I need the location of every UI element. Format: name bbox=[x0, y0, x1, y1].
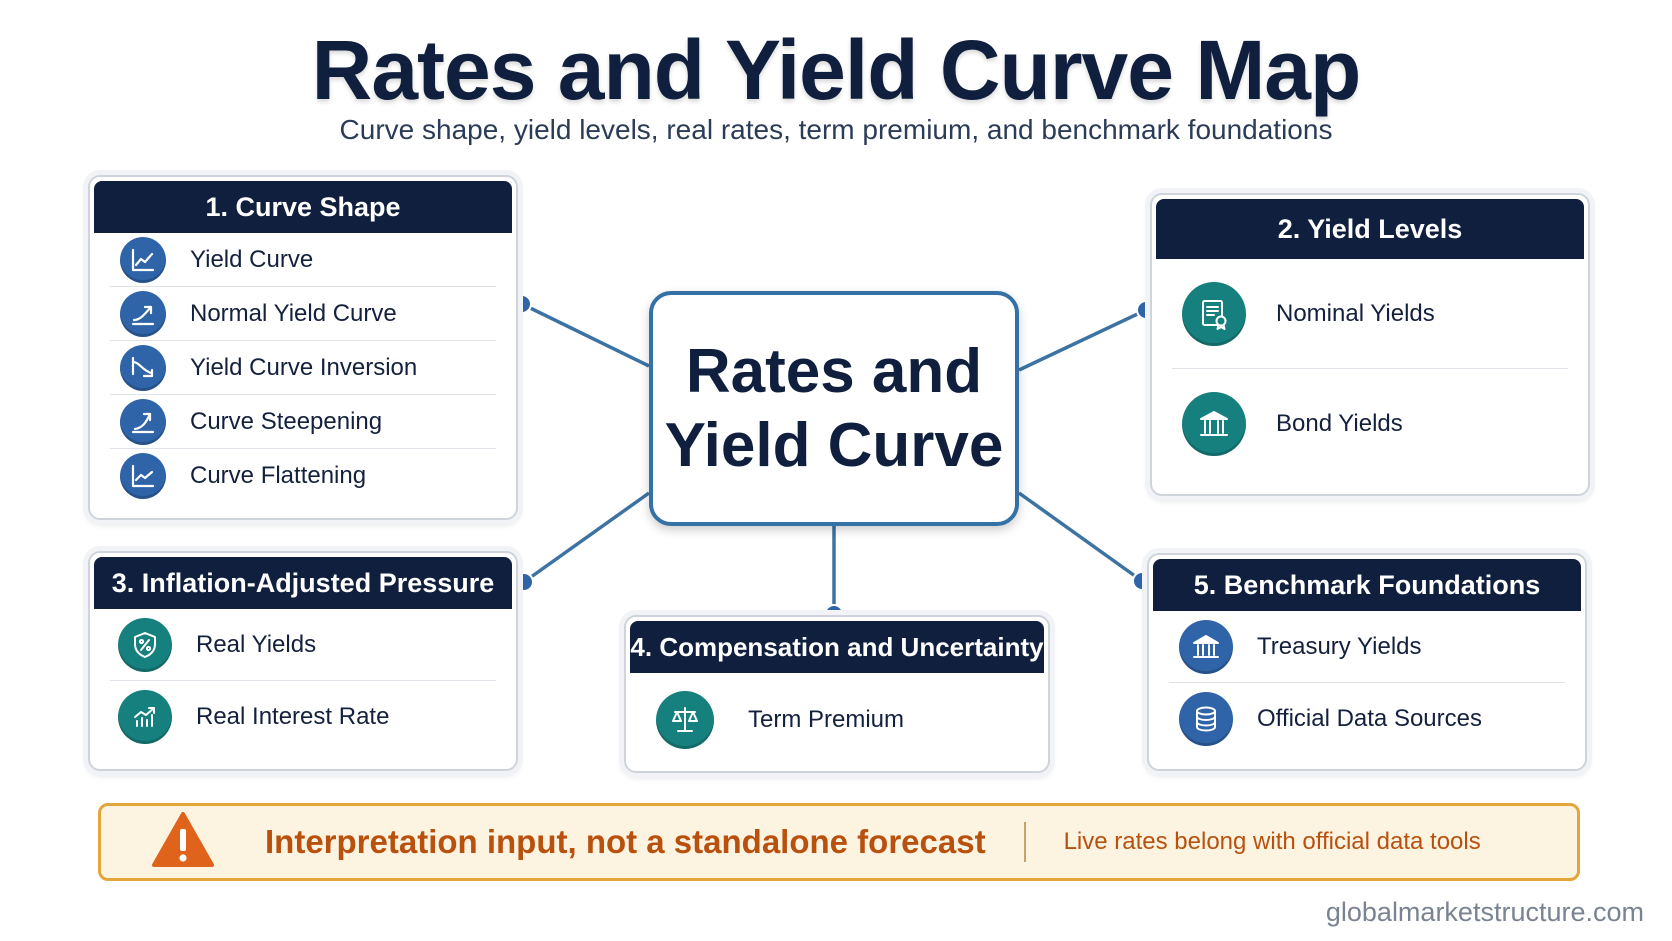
list-item-curve-steepening[interactable]: Curve Steepening bbox=[110, 395, 496, 449]
list-item-normal-yield-curve[interactable]: Normal Yield Curve bbox=[110, 287, 496, 341]
footer-website: globalmarketstructure.com bbox=[1325, 897, 1644, 927]
panel-curve-shape: 1. Curve Shape Yield Curve Normal Yield … bbox=[88, 175, 518, 520]
panel-benchmark-foundations: 5. Benchmark Foundations Treasury Yields… bbox=[1147, 553, 1587, 771]
scales-icon bbox=[656, 691, 714, 749]
page-subtitle: Curve shape, yield levels, real rates, t… bbox=[339, 114, 1333, 145]
certificate-icon bbox=[1182, 281, 1246, 346]
panel-title: 4. Compensation and Uncertainty bbox=[630, 621, 1044, 673]
central-topic-line-2: Yield Curve bbox=[664, 410, 1004, 480]
bank-icon bbox=[1182, 392, 1246, 456]
disclaimer-main-text: Interpretation input, not a standalone f… bbox=[265, 823, 986, 860]
list-item-real-yields[interactable]: Real Yields bbox=[110, 609, 496, 681]
central-topic-line-1: Rates and bbox=[685, 336, 983, 406]
bar-growth-icon bbox=[118, 690, 172, 744]
percent-shield-icon bbox=[118, 617, 172, 672]
list-item-yield-curve-inversion[interactable]: Yield Curve Inversion bbox=[110, 341, 496, 395]
panel-title: 3. Inflation-Adjusted Pressure bbox=[94, 557, 512, 609]
warning-icon bbox=[151, 811, 215, 874]
page-title: Rates and Yield Curve Map bbox=[311, 23, 1362, 117]
panel-title: 1. Curve Shape bbox=[94, 181, 512, 233]
database-icon bbox=[1179, 692, 1233, 746]
central-topic: Rates and Yield Curve bbox=[649, 291, 1019, 526]
disclaimer-banner: Interpretation input, not a standalone f… bbox=[98, 803, 1580, 881]
disclaimer-side-text: Live rates belong with official data too… bbox=[1063, 828, 1481, 855]
list-item-real-interest-rate[interactable]: Real Interest Rate bbox=[110, 681, 496, 753]
panel-compensation-and-uncertainty: 4. Compensation and Uncertainty Term Pre… bbox=[624, 615, 1050, 773]
list-item-curve-flattening[interactable]: Curve Flattening bbox=[110, 449, 496, 503]
panel-inflation-adjusted-pressure: 3. Inflation-Adjusted Pressure Real Yiel… bbox=[88, 551, 518, 771]
list-item-treasury-yields[interactable]: Treasury Yields bbox=[1169, 611, 1565, 683]
line-chart-icon bbox=[120, 236, 166, 283]
list-item-nominal-yields[interactable]: Nominal Yields bbox=[1172, 259, 1568, 369]
trend-up-arrow-icon bbox=[120, 398, 166, 445]
divider bbox=[1023, 822, 1026, 862]
list-item-bond-yields[interactable]: Bond Yields bbox=[1172, 369, 1568, 479]
panel-title: 2. Yield Levels bbox=[1156, 199, 1584, 259]
trend-down-icon bbox=[120, 344, 166, 391]
line-chart-icon bbox=[120, 453, 166, 499]
list-item-yield-curve[interactable]: Yield Curve bbox=[110, 233, 496, 287]
list-item-official-data-sources[interactable]: Official Data Sources bbox=[1169, 683, 1565, 755]
panel-yield-levels: 2. Yield Levels Nominal Yields Bond Yiel… bbox=[1150, 193, 1590, 496]
list-item-term-premium[interactable]: Term Premium bbox=[626, 673, 1048, 767]
bank-icon bbox=[1179, 619, 1233, 674]
trend-up-icon bbox=[120, 290, 166, 337]
panel-title: 5. Benchmark Foundations bbox=[1153, 559, 1581, 611]
